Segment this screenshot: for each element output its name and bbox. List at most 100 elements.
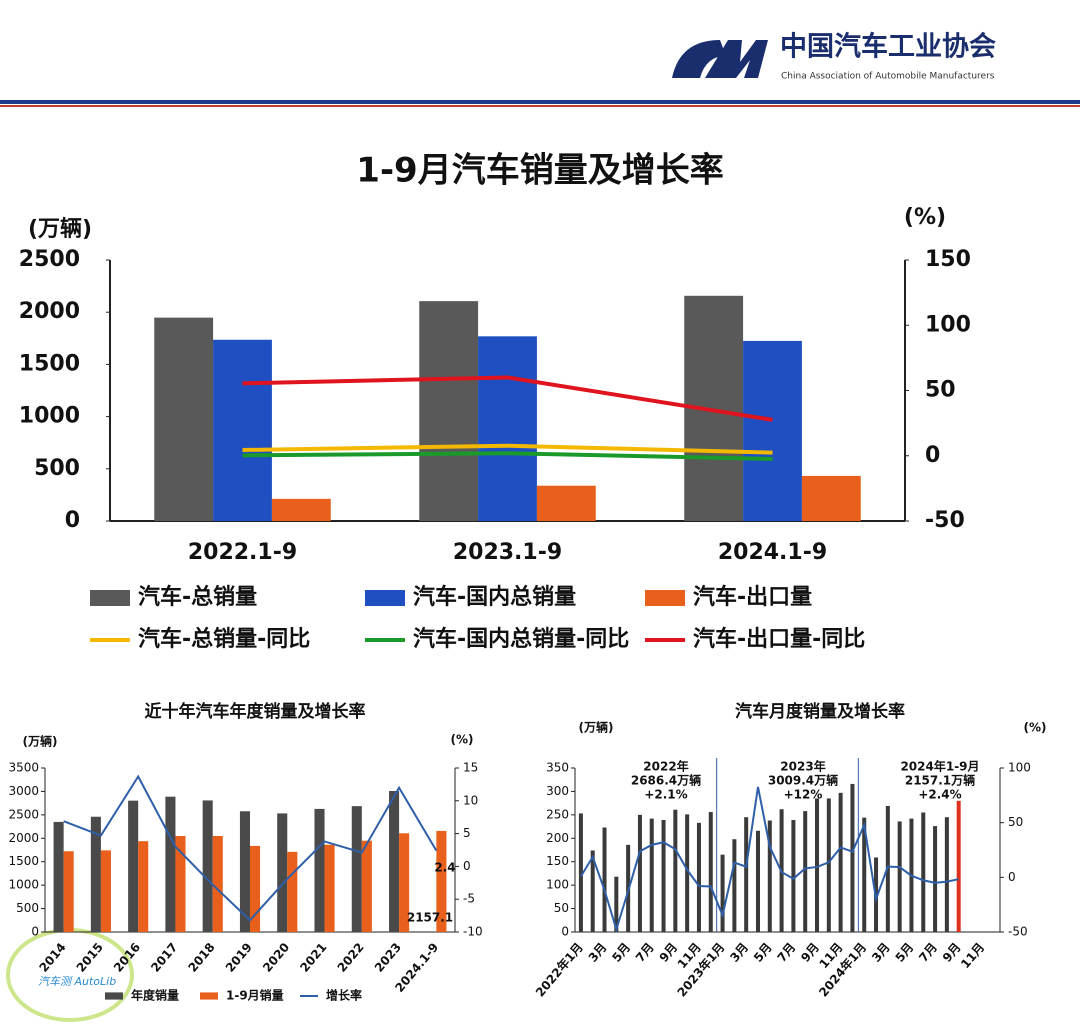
- bar: [732, 839, 737, 932]
- bar: [389, 791, 400, 932]
- y-tick-label: 2500: [8, 807, 39, 821]
- y-tick-label: 500: [16, 901, 39, 915]
- bar: [213, 339, 272, 521]
- bar: [826, 798, 831, 932]
- y-axis-title: (万辆): [28, 216, 92, 242]
- bar: [685, 814, 690, 932]
- legend-swatch: [90, 590, 130, 606]
- annotation: 2157.1万辆: [905, 773, 975, 788]
- logo: [672, 40, 768, 78]
- y2-tick-label: 0: [463, 859, 471, 873]
- bar: [838, 792, 843, 932]
- y-tick-label: 500: [34, 456, 80, 481]
- header-rule-red: [0, 105, 1080, 107]
- y2-tick-label: 0: [925, 443, 940, 468]
- legend-label: 汽车-国内总销量: [413, 584, 576, 610]
- bar: [673, 809, 678, 932]
- y2-tick-label: 50: [925, 378, 956, 403]
- x-tick-label: 2022.1-9: [188, 540, 297, 565]
- bar: [850, 783, 855, 932]
- bar: [63, 851, 74, 932]
- bar: [351, 806, 362, 932]
- bar: [637, 814, 642, 932]
- bar: [696, 822, 701, 932]
- line: [242, 375, 773, 422]
- annotation: 2024年1-9月: [900, 759, 979, 774]
- annotation: +2.4%: [918, 788, 961, 802]
- y-tick-label: 150: [546, 854, 569, 868]
- annotation: 2.4: [434, 861, 455, 875]
- legend-label: 汽车-国内总销量-同比: [413, 626, 629, 652]
- y-tick-label: 50: [554, 901, 569, 915]
- y2-tick-label: 50: [1008, 815, 1023, 829]
- annotation: +2.1%: [644, 788, 687, 802]
- bar: [590, 850, 595, 932]
- bar: [933, 826, 938, 932]
- legend-label: 汽车-出口量: [693, 584, 812, 610]
- bar: [767, 820, 772, 932]
- bar: [314, 808, 325, 932]
- x-tick-label: 2024.1-9: [718, 540, 827, 565]
- bar: [202, 800, 213, 932]
- bar: [897, 821, 902, 932]
- line: [242, 443, 773, 455]
- bar: [250, 845, 261, 932]
- bar: [708, 812, 713, 932]
- y-tick-label: 2000: [8, 831, 39, 845]
- bar: [578, 813, 583, 932]
- y-axis-title: (万辆): [579, 720, 614, 735]
- bar: [791, 820, 796, 932]
- bar: [815, 798, 820, 932]
- bar: [862, 817, 867, 932]
- y-axis-title: (万辆): [23, 734, 58, 749]
- bar: [53, 821, 64, 932]
- y2-axis-title: (%): [1024, 721, 1047, 735]
- org-name: 中国汽车工业协会: [780, 31, 996, 63]
- bar: [419, 301, 479, 521]
- y2-tick-label: 15: [463, 761, 478, 775]
- annotation: +12%: [784, 788, 823, 802]
- legend-label: 汽车-总销量: [138, 584, 257, 610]
- y-tick-label: 1500: [19, 351, 80, 376]
- legend-label: 年度销量: [131, 988, 179, 1003]
- chart-title: 汽车月度销量及增长率: [735, 701, 905, 722]
- y2-axis-title: (%): [451, 733, 474, 747]
- bar: [212, 835, 223, 932]
- y-tick-label: 0: [31, 925, 39, 939]
- bar: [755, 830, 760, 932]
- y2-tick-label: -5: [463, 892, 475, 906]
- y-tick-label: 300: [546, 784, 569, 798]
- bar: [602, 827, 607, 932]
- bar: [614, 876, 619, 932]
- bar: [165, 796, 176, 932]
- bar: [661, 820, 666, 932]
- bar: [100, 850, 111, 932]
- y2-tick-label: -50: [925, 508, 965, 533]
- y-tick-label: 2000: [19, 299, 80, 324]
- bar: [361, 840, 372, 932]
- bar: [803, 811, 808, 932]
- y-tick-label: 1000: [8, 878, 39, 892]
- bar: [271, 498, 331, 521]
- y2-tick-label: -50: [1008, 925, 1028, 939]
- bar: [944, 817, 949, 932]
- bar: [649, 818, 654, 932]
- watermark: 汽车测 AutoLib: [38, 975, 116, 988]
- annotation: 2686.4万辆: [631, 773, 701, 788]
- line: [63, 774, 438, 922]
- bar: [801, 475, 861, 521]
- bar: [287, 851, 298, 932]
- bar: [956, 800, 961, 932]
- bar: [175, 835, 186, 932]
- line: [580, 786, 959, 933]
- y2-tick-label: 5: [463, 826, 471, 840]
- y2-tick-label: 0: [1008, 870, 1016, 884]
- bar: [277, 813, 288, 932]
- legend-swatch: [200, 992, 218, 1000]
- bar: [921, 812, 926, 932]
- bar: [128, 800, 139, 932]
- legend-swatch: [365, 590, 405, 606]
- y2-axis-title: (%): [904, 205, 946, 230]
- y-tick-label: 350: [546, 761, 569, 775]
